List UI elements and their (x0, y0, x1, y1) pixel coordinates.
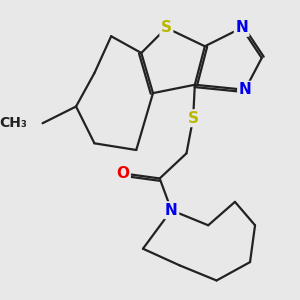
Text: N: N (165, 203, 178, 218)
Text: CH₃: CH₃ (0, 116, 28, 130)
Text: O: O (116, 166, 129, 181)
Text: S: S (188, 111, 199, 126)
Text: N: N (238, 82, 251, 97)
Text: N: N (235, 20, 248, 35)
Text: S: S (161, 20, 172, 35)
